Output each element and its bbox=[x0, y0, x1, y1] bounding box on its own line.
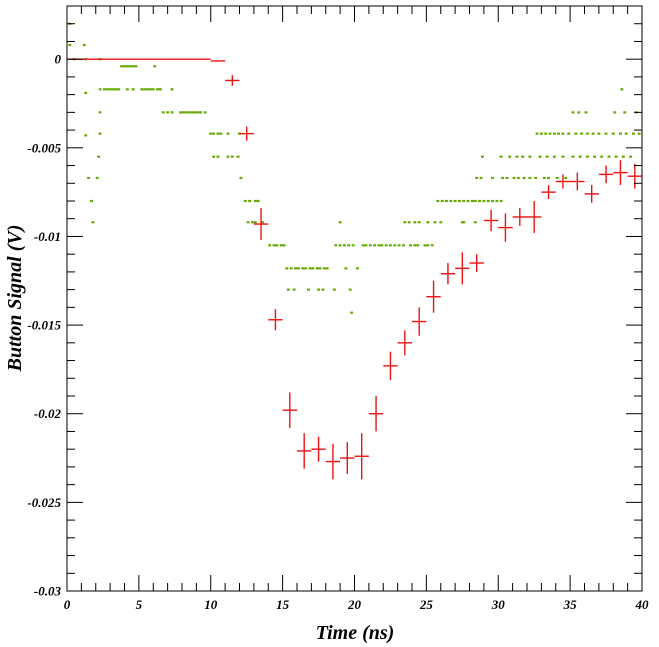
mean-point bbox=[541, 185, 556, 200]
mean-point bbox=[325, 443, 341, 480]
x-tick-label: 30 bbox=[491, 597, 506, 612]
mean-point bbox=[311, 436, 326, 462]
mean-point bbox=[397, 330, 412, 356]
mean-point bbox=[527, 201, 542, 233]
mean-point bbox=[483, 209, 499, 232]
y-tick-label: -0.01 bbox=[34, 229, 61, 244]
y-tick-label: -0.02 bbox=[34, 406, 62, 421]
mean-point bbox=[584, 185, 599, 203]
mean-point bbox=[368, 396, 384, 432]
axis-layer: 0 5 10 15 20 25 30 35 40 0 -0.005 -0.01 -0.015 -0.02 -… bbox=[27, 5, 650, 612]
samples-layer bbox=[68, 22, 641, 314]
x-tick-label: 0 bbox=[64, 597, 71, 612]
mean-point bbox=[498, 213, 513, 242]
x-tick-label: 35 bbox=[563, 597, 578, 612]
x-tick-label: 20 bbox=[347, 597, 362, 612]
mean-layer bbox=[67, 58, 642, 480]
x-tick-label: 5 bbox=[136, 597, 143, 612]
x-tick-label: 15 bbox=[276, 597, 290, 612]
mean-point bbox=[627, 163, 642, 189]
plot-background bbox=[67, 6, 642, 591]
mean-point bbox=[440, 263, 456, 285]
mean-point bbox=[297, 433, 312, 469]
mean-point bbox=[469, 254, 484, 272]
y-tick-label: 0 bbox=[55, 52, 62, 67]
y-tick-label: -0.025 bbox=[27, 495, 61, 510]
x-tick-label: 40 bbox=[635, 597, 650, 612]
mean-point bbox=[570, 172, 585, 191]
y-axis-title: Button Signal (V) bbox=[4, 225, 26, 373]
mean-point bbox=[340, 442, 355, 474]
mean-point bbox=[253, 208, 269, 240]
mean-point bbox=[412, 307, 427, 336]
mean-point bbox=[426, 280, 441, 313]
mean-point bbox=[512, 208, 527, 226]
mean-point bbox=[354, 433, 369, 480]
x-tick-label: 10 bbox=[204, 597, 218, 612]
mean-point bbox=[225, 75, 240, 86]
y-tick-label: -0.015 bbox=[27, 318, 61, 333]
mean-point bbox=[268, 309, 283, 331]
mean-point bbox=[239, 126, 254, 141]
mean-point bbox=[555, 174, 571, 189]
mean-point bbox=[613, 160, 628, 186]
x-tick-label: 25 bbox=[419, 597, 434, 612]
mean-point bbox=[455, 252, 470, 285]
y-tick-label: -0.03 bbox=[34, 584, 62, 599]
mean-point bbox=[598, 165, 614, 184]
y-tick-label: -0.005 bbox=[27, 140, 61, 155]
mean-point bbox=[282, 392, 297, 428]
mean-point bbox=[383, 351, 398, 381]
x-axis-title: Time (ns) bbox=[316, 622, 395, 644]
